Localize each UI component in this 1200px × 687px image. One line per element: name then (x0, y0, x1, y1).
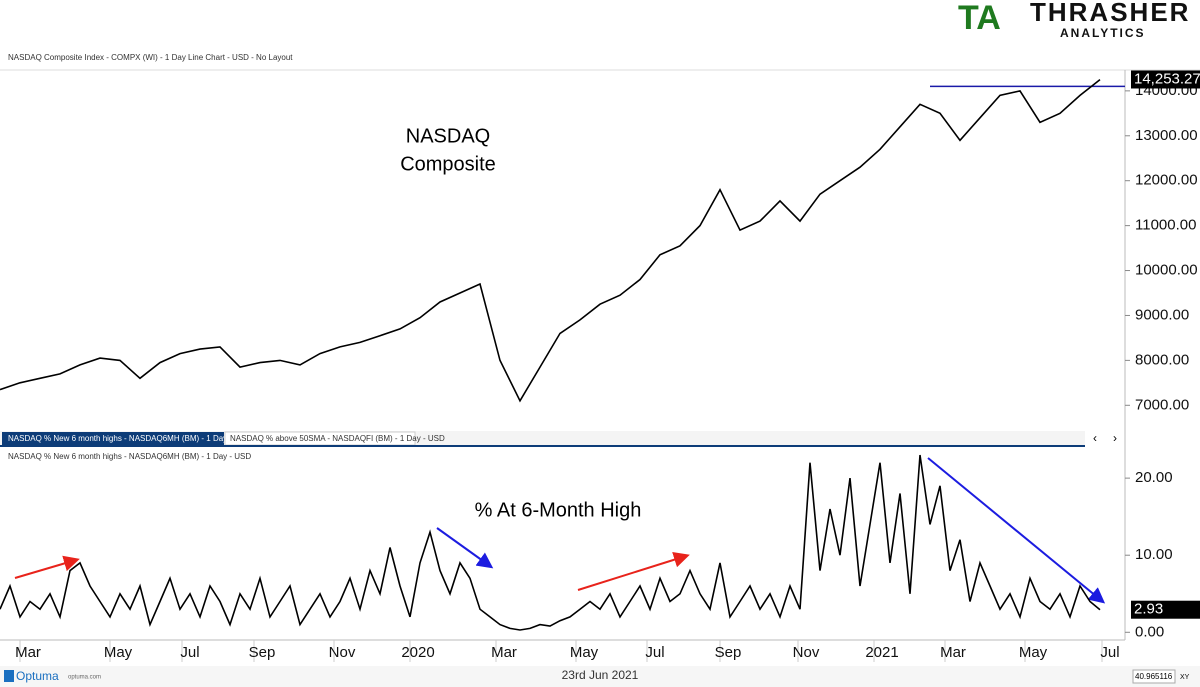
x-tick-label: Mar (491, 644, 517, 661)
y-tick-label: 10000.00 (1135, 262, 1198, 279)
cursor-value: 40.965116 (1135, 672, 1173, 681)
x-tick-label: Jul (1100, 644, 1119, 661)
footer-site: optuma.com (68, 675, 101, 681)
last-value-label: 2.93 (1134, 601, 1163, 618)
tab-active[interactable]: NASDAQ % New 6 month highs - NASDAQ6MH (… (8, 434, 251, 443)
price-line (0, 454, 1101, 631)
x-tick-label: 2021 (865, 644, 898, 661)
y-tick-label: 13000.00 (1135, 127, 1198, 144)
annotation: Composite (400, 153, 496, 175)
tab-active-bg[interactable] (2, 432, 224, 445)
x-tick-label: Nov (329, 644, 356, 661)
arrow (577, 551, 690, 591)
annotation: NASDAQ (406, 125, 490, 147)
x-tick-label: Jul (645, 644, 664, 661)
y-tick-label: 11000.00 (1135, 217, 1196, 234)
last-value-label: 14,253.27 (1134, 70, 1200, 87)
logo-title: THRASHER (1030, 0, 1190, 27)
footer-date: 23rd Jun 2021 (562, 668, 639, 682)
x-tick-label: Mar (940, 644, 966, 661)
x-tick-label: May (570, 644, 599, 661)
y-tick-label: 9000.00 (1135, 306, 1189, 323)
arrow (14, 555, 80, 579)
y-tick-label: 7000.00 (1135, 396, 1189, 413)
x-tick-label: 2020 (401, 644, 434, 661)
x-tick-label: Sep (715, 644, 742, 661)
tab-other[interactable]: NASDAQ % above 50SMA - NASDAQFI (BM) - 1… (230, 434, 445, 443)
footer-brand: Optuma (16, 669, 59, 683)
panel-title: NASDAQ % New 6 month highs - NASDAQ6MH (… (8, 452, 251, 461)
arrow (436, 527, 494, 569)
last-value-box (1131, 600, 1200, 619)
price-line (0, 78, 1101, 403)
nav-next[interactable]: › (1113, 431, 1117, 445)
cursor-mode[interactable]: XY (1180, 674, 1190, 681)
y-tick-label: 8000.00 (1135, 351, 1189, 368)
x-tick-label: May (1019, 644, 1048, 661)
y-tick-label: 12000.00 (1135, 172, 1198, 189)
arrow (927, 457, 1106, 604)
annotation: % At 6-Month High (475, 499, 642, 521)
footer-bar (0, 666, 1200, 687)
footer-icon (4, 670, 14, 682)
logo-subtitle: ANALYTICS (1060, 26, 1146, 40)
y-tick-label: 20.00 (1135, 469, 1173, 486)
last-value-box (1131, 70, 1200, 89)
x-tick-label: Jul (180, 644, 199, 661)
x-tick-label: Nov (793, 644, 820, 661)
nav-prev[interactable]: ‹ (1093, 431, 1097, 445)
y-tick-label: 0.00 (1135, 623, 1164, 640)
logo-mark: TA (958, 0, 1001, 37)
x-tick-label: Sep (249, 644, 276, 661)
x-tick-label: Mar (15, 644, 41, 661)
chart-title: NASDAQ Composite Index - COMPX (WI) - 1 … (8, 53, 293, 62)
y-tick-label: 10.00 (1135, 546, 1173, 563)
x-tick-label: May (104, 644, 133, 661)
cursor-box (1132, 669, 1176, 684)
